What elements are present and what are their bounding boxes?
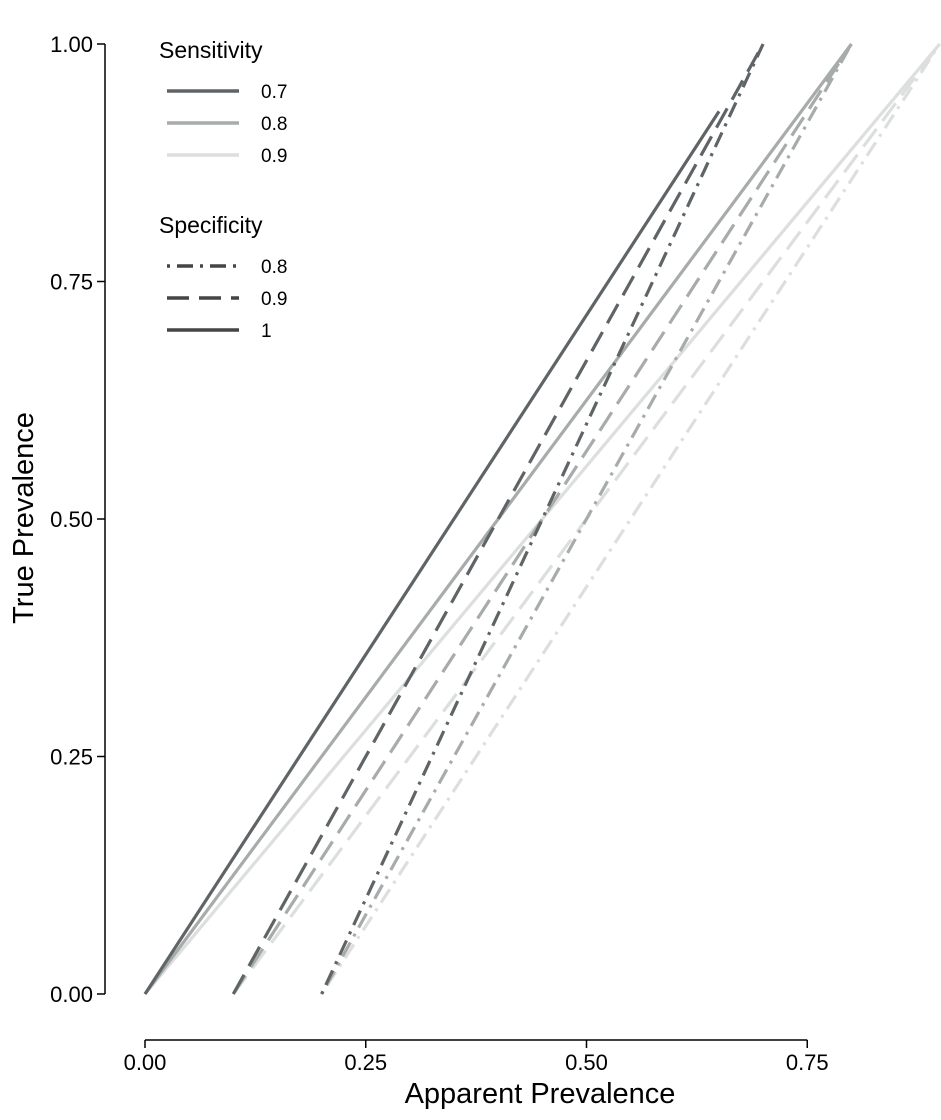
- legend-label-specificity: 0.9: [261, 289, 287, 310]
- legend-label-specificity: 1: [261, 321, 272, 342]
- series-line-sens-0.7-spec-0.9: [231, 43, 765, 995]
- y-tick-label: 0.25: [50, 745, 93, 770]
- x-ticks: 0.00 0.25 0.50 0.75: [124, 1040, 829, 1075]
- series-line-sens-0.8-spec-1: [143, 43, 853, 995]
- x-axis-title: Apparent Prevalence: [405, 1078, 676, 1110]
- x-tick-label: 0.50: [565, 1050, 608, 1075]
- legend-title-sensitivity: Sensitivity: [159, 37, 263, 63]
- legend-label-sensitivity: 0.7: [261, 82, 287, 103]
- legend-label-sensitivity: 0.8: [261, 114, 287, 135]
- legend-label-sensitivity: 0.9: [261, 146, 287, 167]
- x-tick-label: 0.00: [124, 1050, 167, 1075]
- y-tick-label: 1.00: [50, 32, 93, 57]
- y-tick-label: 0.75: [50, 270, 93, 295]
- legend-specificity-entries: 0.8 0.9 1: [167, 257, 287, 342]
- series-line-sens-0.9-spec-0.8: [320, 43, 941, 995]
- series-line-sens-0.9-spec-1: [143, 42, 941, 996]
- y-ticks: 0.00 0.25 0.50 0.75 1.00: [50, 32, 105, 1007]
- legend-title-specificity: Specificity: [159, 212, 263, 238]
- series-line-sens-0.7-spec-1: [143, 110, 721, 995]
- axes-layer: 0.00 0.25 0.50 0.75 1.00 0.00 0.25 0.50 0.75: [50, 32, 828, 1075]
- legend-label-specificity: 0.8: [261, 257, 287, 278]
- series-line-sens-0.8-spec-0.9: [231, 43, 853, 995]
- x-tick-label: 0.25: [344, 1050, 387, 1075]
- legend: Sensitivity 0.7 0.8 0.9 Specificity 0.8 0.9…: [159, 37, 287, 342]
- y-axis-title: True Prevalence: [8, 412, 40, 624]
- series-line-sens-0.7-spec-0.8: [320, 43, 765, 995]
- series-line-sens-0.8-spec-0.8: [320, 43, 853, 995]
- x-tick-label: 0.75: [786, 1050, 829, 1075]
- legend-sensitivity-entries: 0.7 0.8 0.9: [167, 82, 287, 167]
- series-layer: [143, 42, 941, 996]
- y-tick-label: 0.00: [50, 982, 93, 1007]
- y-tick-label: 0.50: [50, 507, 93, 532]
